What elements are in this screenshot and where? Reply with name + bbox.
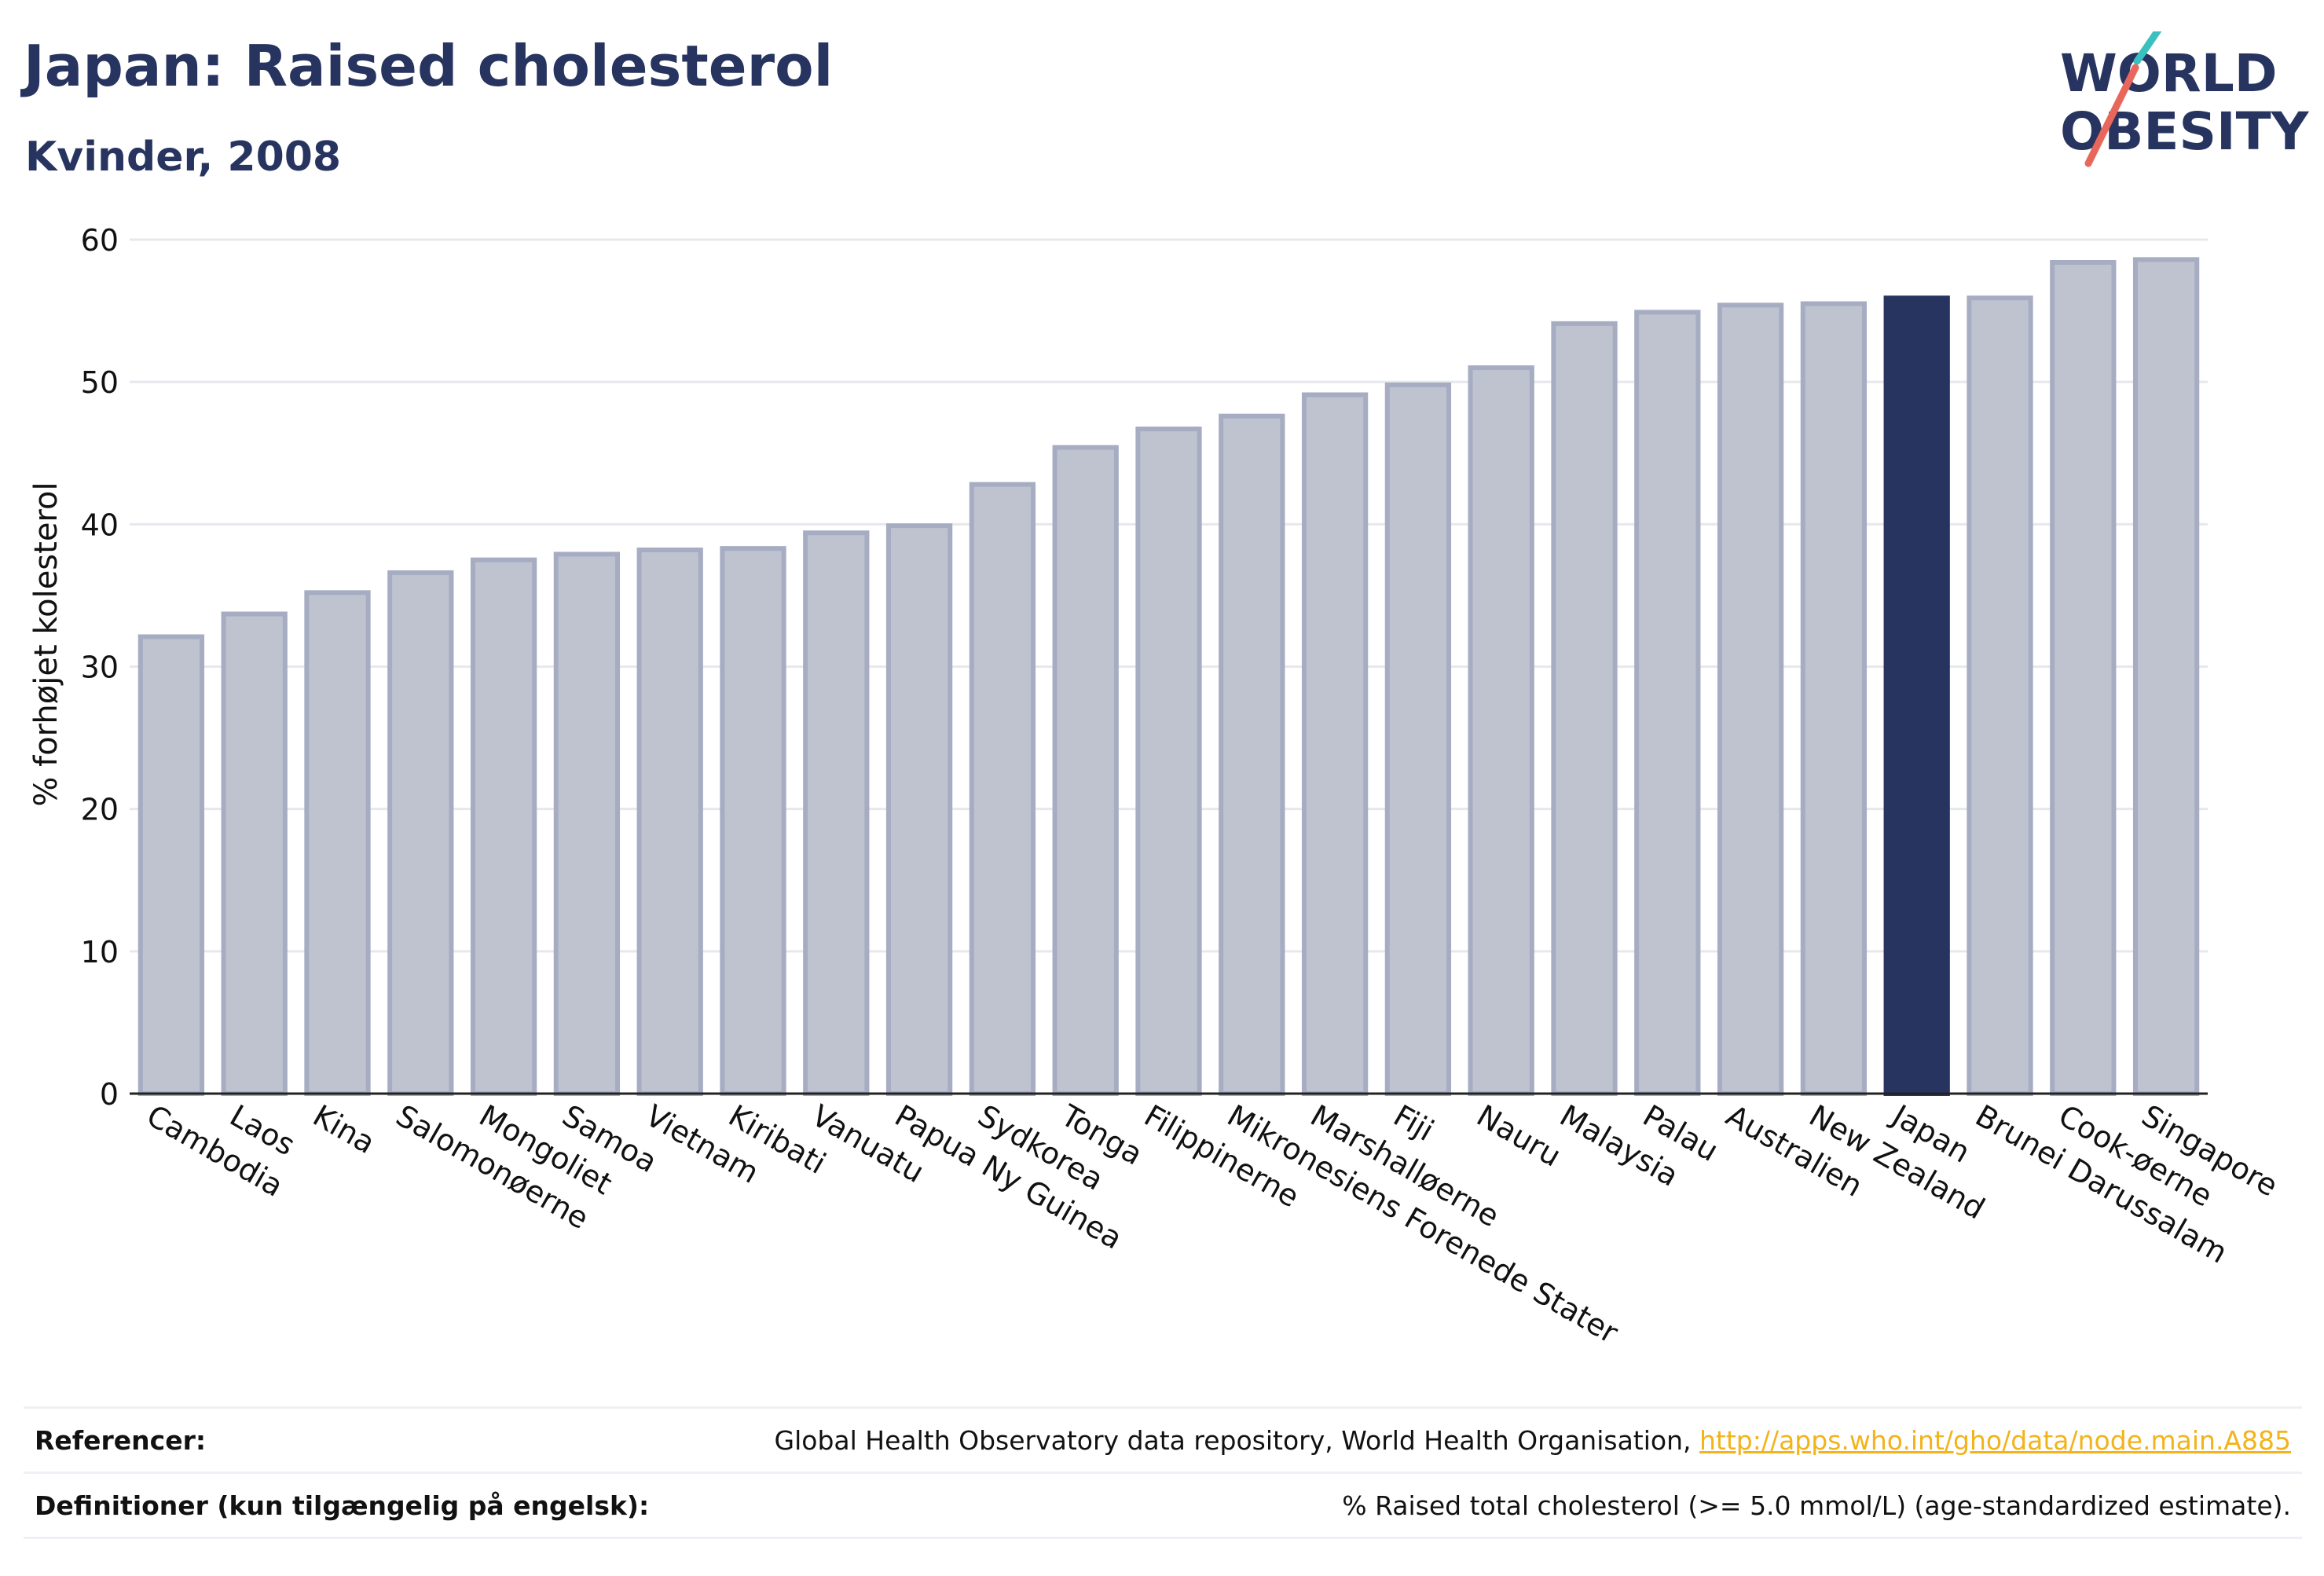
bar-papua-ny-guinea[interactable] — [885, 523, 953, 1096]
chart-subtitle: Kvinder, 2008 — [25, 134, 342, 181]
references-row: Referencer: Global Health Observatory da… — [24, 1406, 2302, 1472]
definitions-row: Definitioner (kun tilgængelig på engelsk… — [24, 1472, 2302, 1539]
y-tick-label: 60 — [81, 223, 119, 258]
bar-cambodia[interactable] — [137, 634, 205, 1096]
bar-kina[interactable] — [304, 590, 371, 1096]
bar-marshalløerne[interactable] — [1301, 392, 1369, 1096]
logo-slash-red — [2084, 64, 2139, 167]
bar-fiji[interactable] — [1384, 382, 1452, 1097]
bar-vanuatu[interactable] — [803, 530, 870, 1096]
references-table: Referencer: Global Health Observatory da… — [24, 1406, 2302, 1539]
y-axis-ticks: 0 10 20 30 40 50 60 — [81, 223, 119, 1112]
y-tick-label: 40 — [81, 508, 119, 542]
world-obesity-logo: WORLD OBESITY — [2060, 31, 2310, 167]
logo-slash-teal — [2133, 31, 2162, 65]
bar-australien[interactable] — [1717, 302, 1784, 1096]
bar-mongoliet[interactable] — [470, 557, 537, 1096]
references-text: Global Health Observatory data repositor… — [774, 1424, 1699, 1456]
bar-samoa[interactable] — [553, 552, 621, 1096]
definitions-label: Definitioner (kun tilgængelig på engelsk… — [35, 1490, 650, 1521]
bar-japan[interactable] — [1883, 295, 1950, 1096]
bar-tonga[interactable] — [1052, 445, 1119, 1096]
bars — [137, 257, 2200, 1097]
x-tick-label: Nauru — [1471, 1098, 1567, 1174]
bar-singapore[interactable] — [2132, 257, 2200, 1097]
y-tick-label: 0 — [100, 1077, 119, 1112]
logo-line1: WORLD — [2060, 43, 2278, 104]
references-label: Referencer: — [35, 1424, 207, 1456]
bar-nauru[interactable] — [1468, 365, 1534, 1096]
x-tick-label: Kina — [307, 1098, 381, 1161]
y-tick-label: 10 — [81, 935, 119, 969]
bar-palau[interactable] — [1634, 310, 1701, 1096]
references-link[interactable]: http://apps.who.int/gho/data/node.main.A… — [1699, 1424, 2291, 1456]
y-tick-label: 30 — [81, 651, 119, 685]
bar-mikronesiens-forenede-stater[interactable] — [1219, 413, 1285, 1096]
bar-sydkorea[interactable] — [969, 482, 1036, 1096]
bar-kiribati[interactable] — [720, 546, 786, 1096]
chart-title: Japan: Raised cholesterol — [24, 33, 834, 99]
bar-malaysia[interactable] — [1551, 321, 1618, 1097]
bar-new-zealand[interactable] — [1800, 301, 1868, 1096]
bar-laos[interactable] — [221, 611, 288, 1096]
y-axis-label: % forhøjet kolesterol — [28, 482, 64, 806]
y-tick-label: 50 — [81, 365, 119, 400]
bar-brunei-darussalam[interactable] — [1967, 295, 2033, 1096]
bar-vietnam[interactable] — [636, 547, 703, 1096]
y-tick-label: 20 — [81, 793, 119, 827]
bar-filippinerne[interactable] — [1135, 426, 1202, 1096]
bar-salomonøerne[interactable] — [387, 570, 454, 1096]
definitions-value: % Raised total cholesterol (>= 5.0 mmol/… — [1342, 1490, 2291, 1521]
references-value: Global Health Observatory data repositor… — [775, 1425, 2302, 1456]
bar-cook-øerne[interactable] — [2050, 259, 2117, 1096]
